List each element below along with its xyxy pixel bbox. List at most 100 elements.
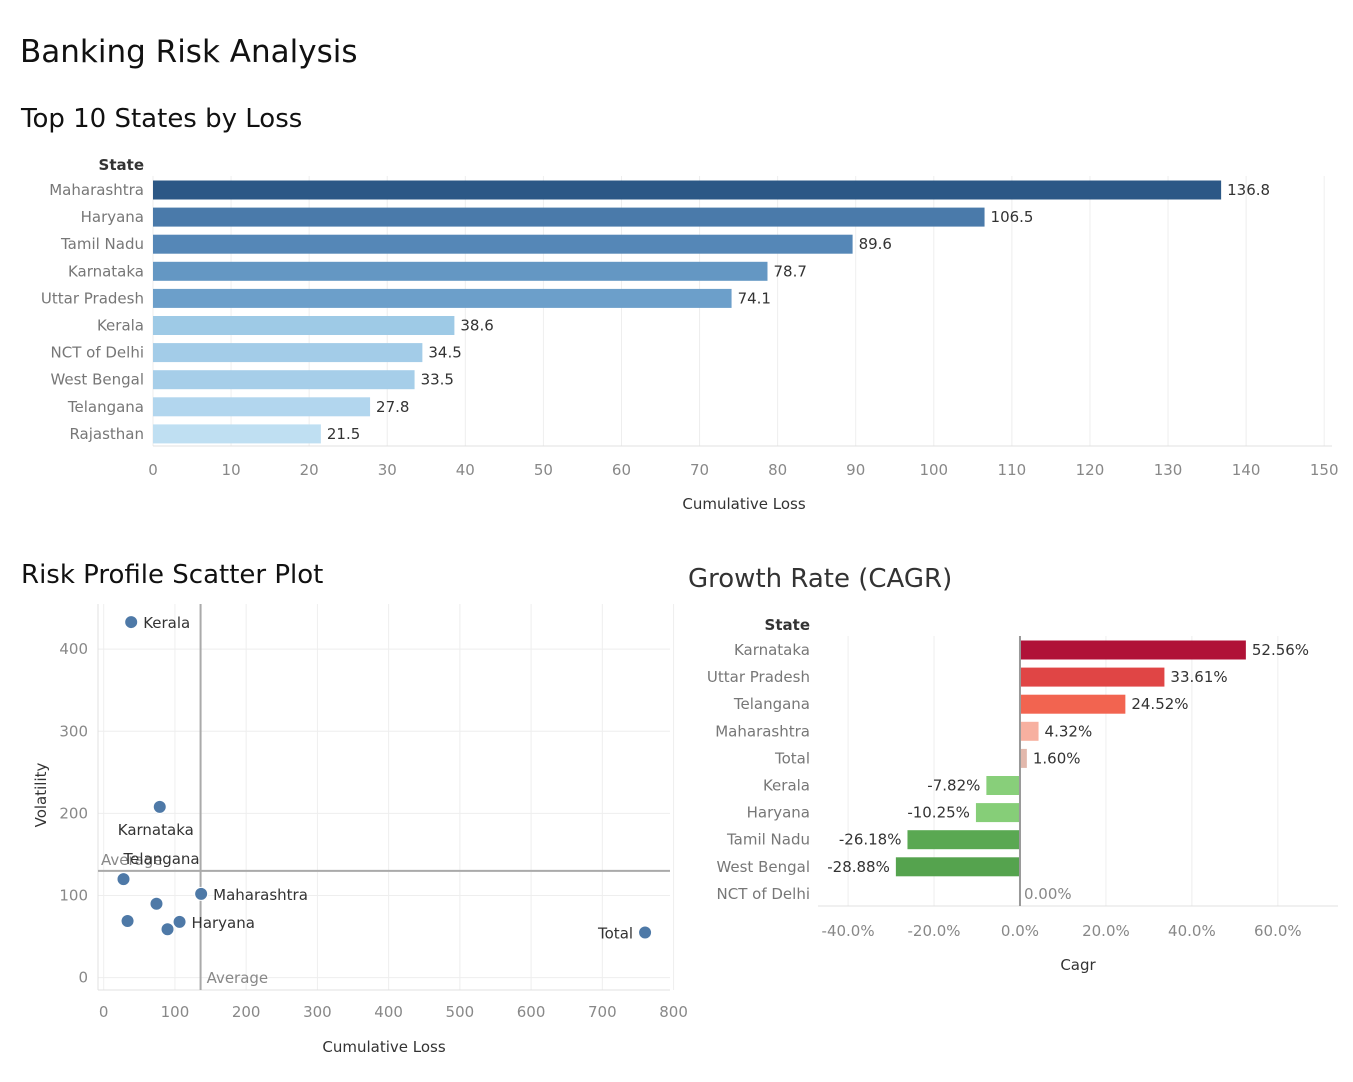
data-label: 4.32%	[1045, 722, 1093, 740]
x-tick-label: -40.0%	[822, 922, 875, 940]
x-tick-label: 100	[161, 1003, 190, 1021]
bar	[153, 288, 732, 308]
category-label: West Bengal	[716, 858, 810, 876]
bar	[153, 397, 371, 417]
data-label: 38.6	[460, 317, 493, 335]
page-title: Banking Risk Analysis	[20, 34, 358, 70]
category-label: Rajasthan	[69, 425, 144, 443]
data-label: 74.1	[738, 289, 771, 307]
category-label: Maharashtra	[49, 181, 144, 199]
row-header: State	[99, 156, 144, 174]
data-label: 106.5	[991, 208, 1034, 226]
x-tick-label: 700	[588, 1003, 617, 1021]
y-tick-label: 300	[59, 722, 88, 740]
category-label: Maharashtra	[715, 722, 810, 740]
scatter-point	[124, 615, 139, 630]
bar	[153, 316, 455, 335]
category-label: Uttar Pradesh	[41, 289, 144, 307]
risk-scatter-title: Risk Profile Scatter Plot	[21, 560, 324, 590]
x-tick-label: 40	[456, 461, 475, 479]
x-tick-label: 0.0%	[1001, 922, 1039, 940]
scatter-point	[194, 886, 209, 901]
x-tick-label: 80	[768, 461, 787, 479]
data-label: 136.8	[1227, 181, 1270, 199]
x-tick-label: 60	[612, 461, 631, 479]
data-label: 1.60%	[1033, 749, 1081, 767]
cagr-title: Growth Rate (CAGR)	[688, 564, 953, 594]
x-axis-title: Cagr	[1060, 956, 1096, 974]
x-tick-label: 120	[1076, 461, 1105, 479]
x-tick-label: 300	[303, 1003, 332, 1021]
data-label: -28.88%	[827, 858, 890, 876]
x-tick-label: -20.0%	[907, 922, 960, 940]
data-label: 24.52%	[1131, 695, 1188, 713]
category-label: Total	[774, 749, 810, 767]
data-label: -26.18%	[839, 831, 902, 849]
bar	[975, 803, 1020, 823]
scatter-point	[120, 914, 135, 929]
scatter-point	[172, 914, 187, 929]
category-label: Haryana	[81, 208, 144, 226]
x-tick-label: 200	[232, 1003, 261, 1021]
x-tick-label: 100	[919, 461, 948, 479]
x-tick-label: 20.0%	[1082, 922, 1130, 940]
scatter-point	[160, 922, 175, 937]
x-tick-label: 800	[659, 1003, 688, 1021]
top-states-title: Top 10 States by Loss	[21, 104, 303, 134]
bar	[895, 857, 1020, 877]
point-label: Karnataka	[118, 821, 194, 839]
category-label: Telangana	[733, 695, 810, 713]
category-label: Kerala	[763, 777, 810, 795]
bar	[153, 343, 423, 363]
x-tick-label: 110	[998, 461, 1027, 479]
scatter-point	[116, 872, 131, 887]
category-label: Tamil Nadu	[60, 235, 144, 253]
x-tick-label: 500	[446, 1003, 475, 1021]
row-header: State	[765, 616, 810, 634]
x-tick-label: 40.0%	[1168, 922, 1216, 940]
x-tick-label: 30	[378, 461, 397, 479]
x-tick-label: 600	[517, 1003, 546, 1021]
x-tick-label: 0	[148, 461, 158, 479]
category-label: Karnataka	[68, 262, 144, 280]
bar	[1019, 640, 1246, 660]
x-tick-label: 150	[1310, 461, 1339, 479]
bar	[153, 207, 985, 227]
x-tick-label: 140	[1232, 461, 1261, 479]
x-axis-title: Cumulative Loss	[682, 495, 805, 513]
x-tick-label: 70	[690, 461, 709, 479]
y-tick-label: 200	[59, 804, 88, 822]
bar	[1019, 667, 1165, 687]
reference-label-y: Average	[101, 851, 163, 869]
category-label: Karnataka	[734, 641, 810, 659]
bar	[986, 776, 1020, 795]
scatter-point	[149, 896, 164, 911]
bar	[1019, 694, 1126, 714]
category-label: NCT of Delhi	[717, 885, 810, 903]
bar	[153, 370, 415, 390]
category-label: Uttar Pradesh	[707, 668, 810, 686]
bar	[153, 424, 321, 444]
data-label: 33.61%	[1170, 668, 1227, 686]
data-label: 52.56%	[1252, 641, 1309, 659]
x-tick-label: 20	[300, 461, 319, 479]
point-label: Haryana	[192, 914, 255, 932]
x-tick-label: 0	[99, 1003, 109, 1021]
x-tick-label: 400	[374, 1003, 403, 1021]
x-axis-title: Cumulative Loss	[322, 1038, 445, 1056]
point-label: Kerala	[143, 614, 190, 632]
bar	[153, 261, 768, 281]
category-label: Haryana	[747, 804, 810, 822]
category-label: Telangana	[67, 398, 144, 416]
x-tick-label: 90	[846, 461, 865, 479]
data-label: 27.8	[376, 398, 409, 416]
category-label: NCT of Delhi	[51, 344, 144, 362]
y-tick-label: 0	[78, 969, 88, 987]
data-label: -10.25%	[907, 804, 970, 822]
bar	[153, 180, 1222, 200]
data-label: 89.6	[859, 235, 892, 253]
x-tick-label: 60.0%	[1254, 922, 1302, 940]
